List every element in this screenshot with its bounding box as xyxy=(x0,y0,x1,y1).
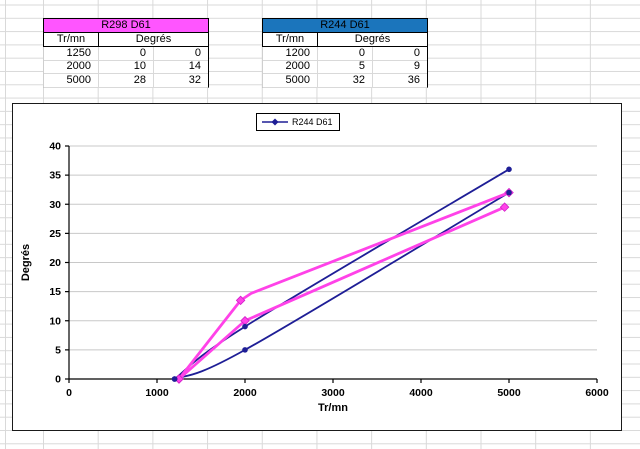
y-tick-label: 5 xyxy=(55,344,61,356)
table-cell[interactable]: 1200 xyxy=(263,47,318,61)
sheet-column-divider xyxy=(5,0,6,449)
table-cell[interactable]: 0 xyxy=(318,47,373,61)
table-cell[interactable]: 0 xyxy=(373,47,427,61)
table-cell[interactable]: 28 xyxy=(99,73,154,88)
table-cell[interactable]: 5000 xyxy=(263,73,318,88)
x-tick-label: 3000 xyxy=(321,387,345,399)
series-line xyxy=(173,168,510,380)
legend-label: R244 D61 xyxy=(292,117,333,127)
table-cell[interactable]: 32 xyxy=(318,73,373,88)
table-cell[interactable]: 0 xyxy=(154,47,208,61)
table-row: 5000 28 32 xyxy=(44,73,208,88)
x-tick-label: 1000 xyxy=(145,387,169,399)
series-marker xyxy=(171,376,178,382)
series-marker xyxy=(506,189,512,196)
table-row: 1200 0 0 xyxy=(263,47,427,61)
y-tick-label: 30 xyxy=(49,199,61,211)
table-cell[interactable]: 2000 xyxy=(263,60,318,75)
x-tick-label: 5000 xyxy=(497,387,521,399)
series-marker xyxy=(506,166,512,173)
table-r298: R298 D61 Tr/mn Degrés 1250 0 0 2000 10 14 5000… xyxy=(43,18,209,88)
series-marker xyxy=(235,295,246,306)
table-r244-header-trmn[interactable]: Tr/mn xyxy=(263,33,318,46)
y-axis-title: Degrés xyxy=(20,244,32,281)
plot-area: 0 5 10 15 20 25 30 35 40 0 1000 2000 3000 4000 5000 600… xyxy=(20,141,609,415)
table-cell[interactable]: 5 xyxy=(318,60,373,75)
legend-line-marker-icon xyxy=(262,118,288,126)
y-tick-label: 15 xyxy=(49,286,61,298)
y-tick-label: 0 xyxy=(55,374,61,386)
table-cell[interactable]: 1250 xyxy=(44,47,99,61)
x-axis-title: Tr/mn xyxy=(318,402,348,414)
table-r244-header-degres[interactable]: Degrés xyxy=(354,33,391,45)
table-cell[interactable]: 2000 xyxy=(44,60,99,75)
table-r298-header-trmn[interactable]: Tr/mn xyxy=(44,33,99,46)
table-cell[interactable]: 32 xyxy=(154,74,208,88)
table-cell[interactable]: 0 xyxy=(99,47,154,61)
x-tick-label: 0 xyxy=(66,387,72,399)
series-marker xyxy=(499,202,510,212)
series-line xyxy=(173,191,510,380)
table-cell[interactable]: 5000 xyxy=(44,73,99,88)
table-r298-header-degres[interactable]: Degrés xyxy=(135,33,172,45)
table-cell[interactable]: 10 xyxy=(99,60,154,75)
table-row: 2000 10 14 xyxy=(44,60,208,75)
table-cell[interactable]: 36 xyxy=(373,74,427,88)
line-chart[interactable]: 0 5 10 15 20 25 30 35 40 0 1000 2000 3000 4000 5000 600… xyxy=(12,103,622,431)
x-tick-label: 4000 xyxy=(409,387,433,399)
series-line xyxy=(177,191,511,381)
table-row: 5000 32 36 xyxy=(263,73,427,88)
table-r244-title-cell[interactable]: R244 D61 xyxy=(262,18,428,33)
y-tick-label: 40 xyxy=(49,141,61,153)
y-tick-label: 10 xyxy=(49,315,61,327)
series-marker xyxy=(242,323,248,330)
y-tick-label: 35 xyxy=(49,170,61,182)
chart-legend[interactable]: R244 D61 xyxy=(256,113,340,131)
series-marker xyxy=(242,347,248,353)
y-tick-label: 20 xyxy=(49,257,61,269)
table-cell[interactable]: 9 xyxy=(373,60,427,75)
table-row: 1250 0 0 xyxy=(44,47,208,61)
table-r298-title-cell[interactable]: R298 D61 xyxy=(43,18,209,33)
table-r244: R244 D61 Tr/mn Degrés 1200 0 0 2000 5 9 5000 32… xyxy=(262,18,428,88)
x-tick-label: 2000 xyxy=(233,387,257,399)
x-tick-label: 6000 xyxy=(585,387,609,399)
table-cell[interactable]: 14 xyxy=(154,60,208,75)
y-tick-label: 25 xyxy=(49,228,61,240)
table-row: 2000 5 9 xyxy=(263,60,427,75)
table-r244-body: 1200 0 0 2000 5 9 5000 32 36 xyxy=(262,47,428,88)
table-r298-body: 1250 0 0 2000 10 14 5000 28 32 xyxy=(43,47,209,88)
